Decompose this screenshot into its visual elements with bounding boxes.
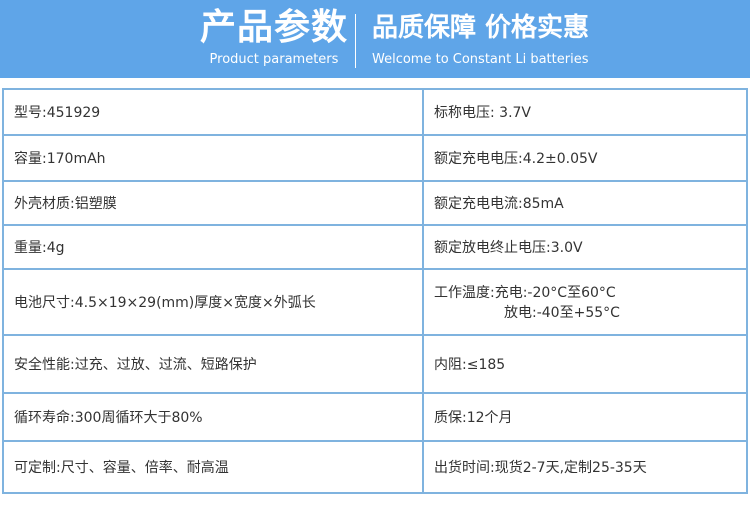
- header-divider: [355, 14, 356, 68]
- param-cell: 型号:451929: [2, 88, 424, 136]
- param-cell: 内阻:≤185: [422, 334, 748, 394]
- parameters-table: 型号:451929 标称电压: 3.7V 容量:170mAh 额定充电电压:4.2±…: [2, 88, 748, 494]
- page-title: 产品参数: [199, 7, 348, 48]
- title-block: 产品参数 Product parameters: [200, 6, 348, 70]
- table-row: 循环寿命:300周循环大于80% 质保:12个月: [2, 392, 748, 442]
- param-cell: 电池尺寸:4.5×19×29(mm)厚度×宽度×外弧长: [2, 268, 424, 336]
- page-subtitle: Product parameters: [209, 52, 339, 67]
- slogan: 品质保障 价格实惠: [372, 13, 590, 43]
- table-row: 安全性能:过充、过放、过流、短路保护 内阻:≤185: [2, 334, 748, 394]
- param-cell: 可定制:尺寸、容量、倍率、耐高温: [2, 440, 424, 494]
- param-cell: 额定充电电流:85mA: [422, 180, 748, 226]
- param-cell: 工作温度:充电:-20°C至60°C 放电:-40至+55°C: [422, 268, 748, 336]
- param-cell: 外壳材质:铝塑膜: [2, 180, 424, 226]
- param-cell: 额定充电电压:4.2±0.05V: [422, 134, 748, 182]
- table-row: 重量:4g 额定放电终止电压:3.0V: [2, 224, 748, 270]
- param-cell: 循环寿命:300周循环大于80%: [2, 392, 424, 442]
- param-cell: 标称电压: 3.7V: [422, 88, 748, 136]
- temp-charge: 工作温度:充电:-20°C至60°C: [434, 285, 616, 301]
- header-banner: 产品参数 Product parameters 品质保障 价格实惠 Welcom…: [0, 0, 750, 78]
- slogan-subtitle: Welcome to Constant Li batteries: [372, 52, 589, 67]
- param-cell: 安全性能:过充、过放、过流、短路保护: [2, 334, 424, 394]
- table-row: 容量:170mAh 额定充电电压:4.2±0.05V: [2, 134, 748, 182]
- table-row: 可定制:尺寸、容量、倍率、耐高温 出货时间:现货2-7天,定制25-35天: [2, 440, 748, 494]
- table-row: 电池尺寸:4.5×19×29(mm)厚度×宽度×外弧长 工作温度:充电:-20°C…: [2, 268, 748, 336]
- table-row: 外壳材质:铝塑膜 额定充电电流:85mA: [2, 180, 748, 226]
- param-cell: 质保:12个月: [422, 392, 748, 442]
- table-row: 型号:451929 标称电压: 3.7V: [2, 88, 748, 136]
- slogan-block: 品质保障 价格实惠 Welcome to Constant Li batteri…: [372, 6, 589, 70]
- temp-discharge: 放电:-40至+55°C: [504, 305, 620, 321]
- param-cell: 出货时间:现货2-7天,定制25-35天: [422, 440, 748, 494]
- param-cell: 容量:170mAh: [2, 134, 424, 182]
- param-cell: 额定放电终止电压:3.0V: [422, 224, 748, 270]
- param-cell: 重量:4g: [2, 224, 424, 270]
